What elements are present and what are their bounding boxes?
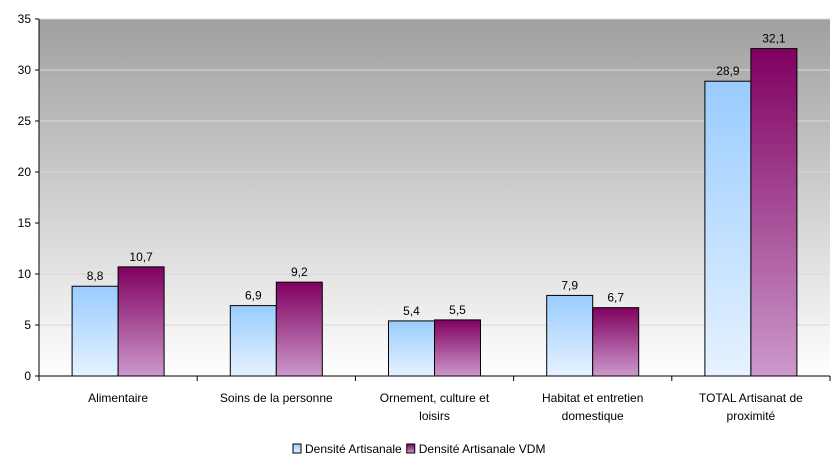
y-tick-label: 35: [18, 12, 32, 26]
plot-area: [39, 19, 830, 376]
data-labels: 8,8 6,9 5,4 7,9 28,9 10,7 9,2 5,5 6,7 32,1: [87, 32, 786, 318]
bar: [592, 307, 640, 377]
data-label: 5,4: [403, 304, 420, 318]
bar: [275, 281, 323, 377]
legend-label: Densité Artisanale VDM: [419, 442, 546, 456]
gridlines: [39, 18, 830, 326]
data-label: 7,9: [561, 278, 578, 292]
x-axis: Alimentaire Soins de la personne Ornement,…: [38, 375, 831, 423]
data-label: 8,8: [87, 269, 104, 283]
data-label: 32,1: [762, 32, 786, 46]
data-label: 6,7: [607, 291, 624, 305]
data-label: 28,9: [716, 64, 740, 78]
y-tick-label: 20: [18, 165, 32, 179]
data-label: 9,2: [291, 265, 308, 279]
legend-label: Densité Artisanale: [305, 442, 402, 456]
bar: [434, 319, 481, 377]
y-tick-label: 25: [18, 114, 32, 128]
x-tick-label: TOTAL Artisanat de proximité: [699, 391, 803, 423]
legend-swatch: [406, 443, 416, 454]
data-label: 10,7: [129, 250, 153, 264]
x-tick-label: Alimentaire: [88, 391, 148, 405]
x-tick-label: Soins de la personne: [220, 391, 333, 405]
bar: [546, 294, 594, 377]
legend: Densité Artisanale Densité Artisanale VDM: [292, 442, 546, 456]
x-tick-label: Habitat et entretien domestique: [542, 391, 643, 423]
legend-swatch: [292, 443, 302, 454]
y-tick-label: 5: [24, 318, 31, 332]
bars: [71, 48, 798, 377]
bar: [388, 320, 435, 377]
bar: [117, 266, 165, 377]
y-tick-label: 15: [18, 216, 32, 230]
bar: [750, 48, 798, 377]
data-label: 5,5: [449, 303, 466, 317]
y-axis: 0 5 10 15 20 25 30 35: [18, 12, 40, 383]
x-tick-label: Ornement, culture et loisirs: [380, 391, 490, 423]
bar: [704, 80, 752, 377]
y-tick-label: 30: [18, 63, 32, 77]
y-tick-label: 0: [24, 369, 31, 383]
bar: [229, 305, 277, 377]
y-tick-label: 10: [18, 267, 32, 281]
bar: [71, 285, 119, 377]
data-label: 6,9: [245, 289, 262, 303]
